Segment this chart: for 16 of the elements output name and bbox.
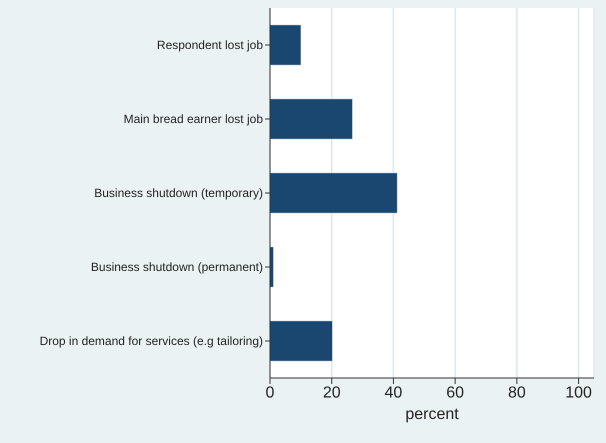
bar — [270, 320, 333, 362]
x-tick-label: 20 — [322, 384, 341, 402]
x-tick-label: 60 — [446, 384, 464, 402]
x-tick-label: 0 — [266, 384, 275, 402]
y-tick-label: Respondent lost job — [156, 38, 264, 52]
y-tick-label: Business shutdown (permanent) — [90, 260, 263, 274]
bar — [270, 24, 302, 66]
y-tick-label: Business shutdown (temporary) — [94, 186, 263, 200]
x-tick-label: 100 — [565, 384, 592, 402]
x-tick-label: 80 — [508, 384, 526, 402]
y-tick-label: Drop in demand for services (e.g tailoring) — [40, 334, 263, 348]
x-tick-label: 40 — [384, 384, 402, 402]
x-axis-title: percent — [405, 406, 460, 423]
y-tick-label: Main bread earner lost job — [124, 112, 264, 126]
bar — [270, 172, 398, 214]
bar — [270, 98, 353, 140]
